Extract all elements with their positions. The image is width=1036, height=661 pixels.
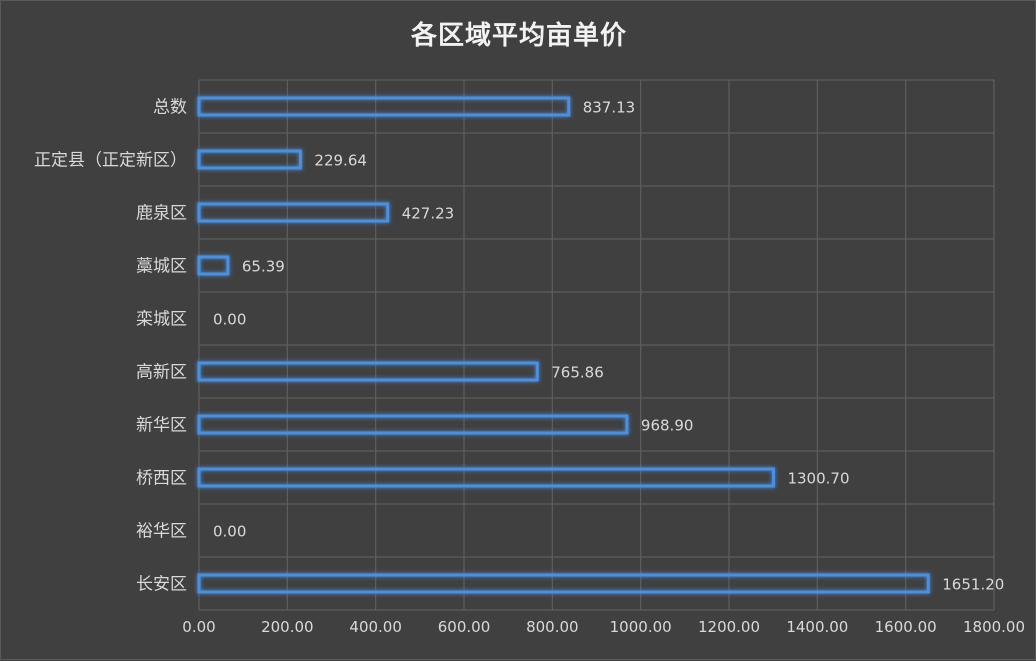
category-label: 栾城区 [136, 310, 187, 330]
bar [197, 96, 571, 117]
category-label: 桥西区 [136, 469, 187, 489]
x-tick-label: 1800.00 [963, 618, 1025, 636]
grid-lines [198, 79, 995, 611]
x-tick-label: 1200.00 [698, 618, 760, 636]
labels: 0.00 200.00 400.00 600.00 800.00 1000.00 1200.… [34, 98, 1025, 637]
category-label: 裕华区 [136, 522, 187, 542]
bar [197, 573, 930, 594]
data-label: 0.00 [213, 311, 246, 329]
category-label: 长安区 [136, 575, 187, 595]
x-tick-label: 0.00 [182, 618, 215, 636]
x-tick-label: 1400.00 [786, 618, 848, 636]
category-label: 高新区 [136, 363, 187, 383]
x-tick-label: 200.00 [261, 618, 314, 636]
bar [197, 414, 629, 435]
category-label: 总数 [153, 98, 187, 118]
x-tick-label: 600.00 [438, 618, 491, 636]
x-tick-label: 1000.00 [610, 618, 672, 636]
bars [197, 96, 930, 594]
data-label: 65.39 [242, 258, 285, 276]
bar [197, 202, 390, 223]
data-label: 1651.20 [942, 576, 1004, 594]
data-label: 765.86 [551, 364, 604, 382]
data-label: 837.13 [583, 99, 636, 117]
x-tick-label: 1600.00 [875, 618, 937, 636]
bar [197, 361, 539, 382]
data-label: 229.64 [314, 152, 367, 170]
bar [197, 467, 775, 488]
data-label: 968.90 [641, 417, 694, 435]
category-label: 藁城区 [136, 257, 187, 277]
category-label: 鹿泉区 [136, 204, 187, 224]
category-label: 新华区 [136, 416, 187, 436]
data-label: 427.23 [402, 205, 455, 223]
chart-title: 各区域平均亩单价 [410, 21, 627, 51]
data-label: 0.00 [213, 523, 246, 541]
bar [197, 149, 302, 170]
x-tick-label: 800.00 [526, 618, 579, 636]
category-label: 正定县（正定新区） [34, 151, 187, 171]
data-label: 1300.70 [787, 470, 849, 488]
x-tick-label: 400.00 [349, 618, 402, 636]
bar [197, 255, 230, 276]
